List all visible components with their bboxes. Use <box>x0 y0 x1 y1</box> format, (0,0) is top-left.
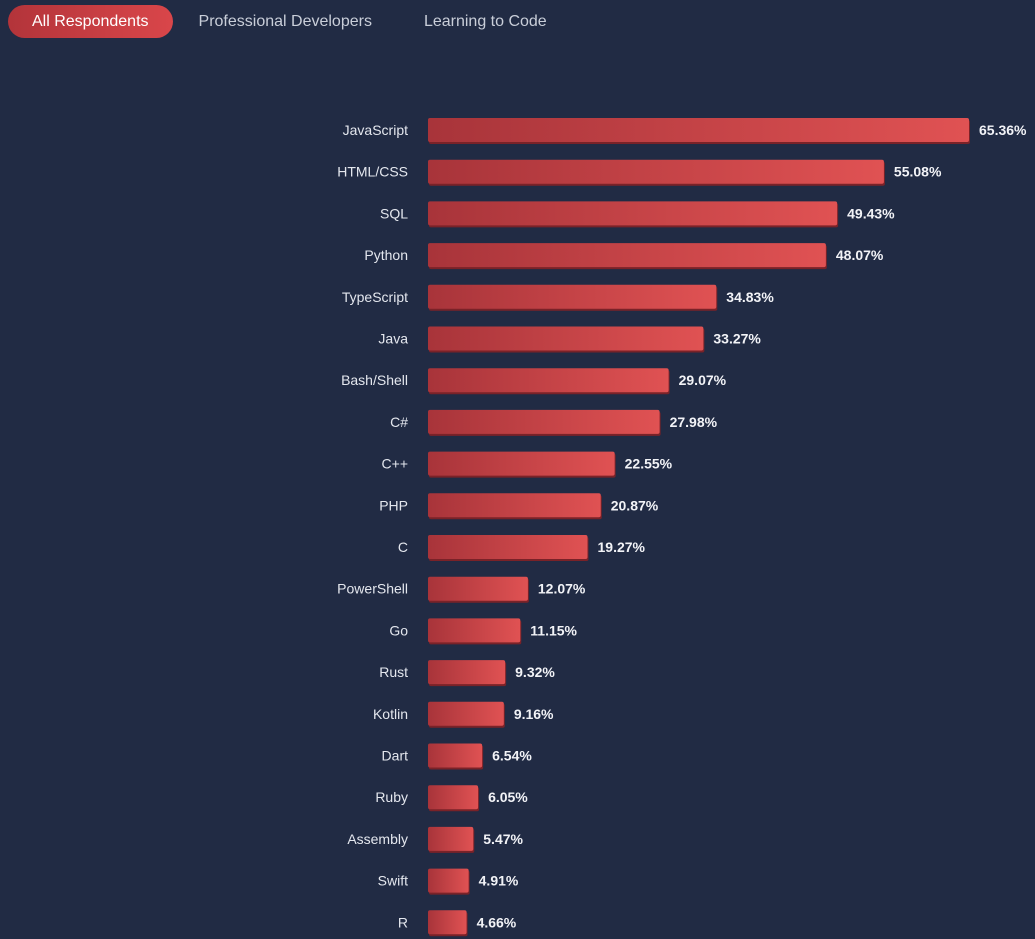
value-label: 34.83% <box>726 289 774 305</box>
value-label: 6.54% <box>492 748 532 764</box>
value-label: 19.27% <box>598 539 646 555</box>
category-label: TypeScript <box>342 289 408 305</box>
value-label: 65.36% <box>979 122 1027 138</box>
bars-group: JavaScript 65.36% HTML/CSS 55.08% SQL 49.43% P… <box>337 118 1027 937</box>
tab-all-respondents[interactable]: All Respondents <box>8 5 173 38</box>
category-label: Java <box>378 331 408 347</box>
bar-php[interactable] <box>428 493 601 518</box>
bar-python[interactable] <box>428 243 826 268</box>
value-label: 55.08% <box>894 164 942 180</box>
bar-sql[interactable] <box>428 201 838 226</box>
bar-dart[interactable] <box>428 743 483 768</box>
bar-swift[interactable] <box>428 868 469 893</box>
bar-typescript[interactable] <box>428 284 717 309</box>
value-label: 11.15% <box>530 622 577 638</box>
bar-go[interactable] <box>428 618 521 643</box>
value-label: 12.07% <box>538 581 586 597</box>
value-label: 48.07% <box>836 247 884 263</box>
value-label: 27.98% <box>670 414 718 430</box>
bar-c-[interactable] <box>428 409 660 434</box>
category-label: C++ <box>382 456 408 472</box>
category-label: JavaScript <box>343 122 408 138</box>
bar-r[interactable] <box>428 910 467 935</box>
category-label: Assembly <box>347 831 408 847</box>
category-label: SQL <box>380 205 408 221</box>
bar-c-[interactable] <box>428 451 615 476</box>
value-label: 49.43% <box>847 205 895 221</box>
value-label: 9.16% <box>514 706 554 722</box>
tab-learning-to-code[interactable]: Learning to Code <box>423 13 547 30</box>
bar-powershell[interactable] <box>428 576 528 601</box>
bar-ruby[interactable] <box>428 785 479 810</box>
category-label: HTML/CSS <box>337 164 408 180</box>
bar-html-css[interactable] <box>428 159 884 184</box>
category-label: C# <box>390 414 408 430</box>
category-label: Rust <box>379 664 408 680</box>
bar-javascript[interactable] <box>428 118 969 142</box>
value-label: 5.47% <box>483 831 523 847</box>
bar-assembly[interactable] <box>428 826 474 851</box>
category-label: Python <box>364 247 408 263</box>
category-label: Ruby <box>375 789 408 805</box>
category-label: PowerShell <box>337 581 408 597</box>
tab-professional-developers[interactable]: Professional Developers <box>198 13 372 30</box>
category-label: PHP <box>379 497 408 513</box>
category-label: Bash/Shell <box>341 372 408 388</box>
value-label: 20.87% <box>611 497 659 513</box>
category-label: Dart <box>382 748 409 764</box>
category-label: Kotlin <box>373 706 408 722</box>
category-label: Go <box>389 622 408 638</box>
value-label: 6.05% <box>488 789 528 805</box>
value-label: 9.32% <box>515 664 555 680</box>
value-label: 33.27% <box>713 331 761 347</box>
value-label: 29.07% <box>679 372 727 388</box>
bar-java[interactable] <box>428 326 704 351</box>
bar-rust[interactable] <box>428 660 506 685</box>
category-label: Swift <box>378 873 408 889</box>
bar-bash-shell[interactable] <box>428 368 669 393</box>
respondent-tabs: All Respondents Professional Developers … <box>8 5 573 38</box>
category-label: R <box>398 914 408 930</box>
category-label: C <box>398 539 408 555</box>
value-label: 22.55% <box>625 456 673 472</box>
value-label: 4.66% <box>477 914 517 930</box>
bar-c[interactable] <box>428 535 588 559</box>
value-label: 4.91% <box>479 873 519 889</box>
bar-kotlin[interactable] <box>428 701 504 726</box>
